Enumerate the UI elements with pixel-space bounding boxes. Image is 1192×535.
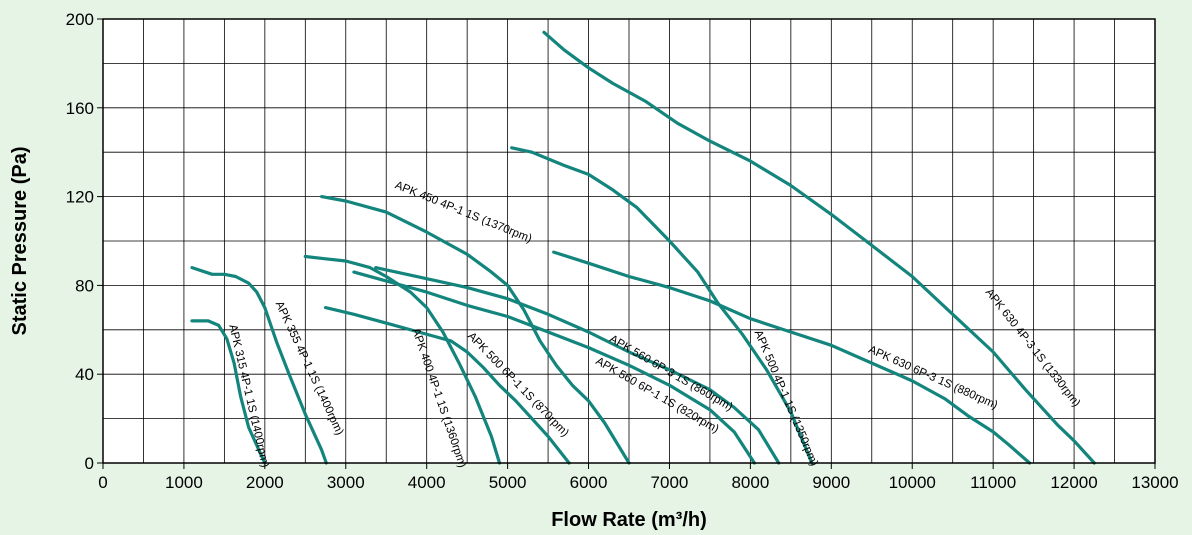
series-line-4 — [319, 195, 631, 465]
x-tick-label: 13000 — [1131, 473, 1178, 492]
x-tick-label: 6000 — [570, 473, 608, 492]
x-tick-label: 8000 — [731, 473, 769, 492]
y-tick-label: 0 — [85, 454, 94, 473]
x-tick-label: 12000 — [1050, 473, 1097, 492]
x-axis-title: Flow Rate (m³/h) — [551, 509, 707, 531]
y-tick-label: 120 — [66, 188, 94, 207]
y-tick-label: 40 — [75, 365, 94, 384]
series-line-3 — [303, 254, 502, 465]
y-tick-label: 80 — [75, 276, 94, 295]
series-line-8 — [510, 146, 814, 465]
series-line-9 — [552, 250, 1032, 465]
series-line-2 — [190, 266, 328, 465]
x-tick-label: 5000 — [489, 473, 527, 492]
series-line-6 — [352, 270, 757, 465]
y-tick-label: 200 — [66, 10, 94, 29]
x-tick-label: 4000 — [408, 473, 446, 492]
x-tick-label: 11000 — [970, 473, 1016, 492]
x-tick-label: 3000 — [327, 473, 365, 492]
x-tick-label: 7000 — [651, 473, 689, 492]
x-tick-label: 9000 — [812, 473, 850, 492]
series-line-7 — [374, 266, 781, 465]
x-tick-label: 10000 — [889, 473, 936, 492]
grid — [103, 19, 1155, 463]
series-line-1 — [190, 319, 267, 465]
x-tick-label: 2000 — [246, 473, 284, 492]
plot-border — [102, 18, 1156, 464]
series-line-5 — [323, 306, 571, 465]
series-line-10 — [542, 30, 1096, 465]
ticks: 0 1000 2000 3000 4000 5000 6000 7000 8000 9000 100… — [66, 10, 1179, 492]
y-axis-title: Static Pressure (Pa) — [9, 147, 31, 336]
x-tick-label: 0 — [98, 473, 107, 492]
x-tick-label: 1000 — [165, 473, 203, 492]
y-tick-label: 160 — [66, 99, 94, 118]
curves — [190, 30, 1096, 465]
